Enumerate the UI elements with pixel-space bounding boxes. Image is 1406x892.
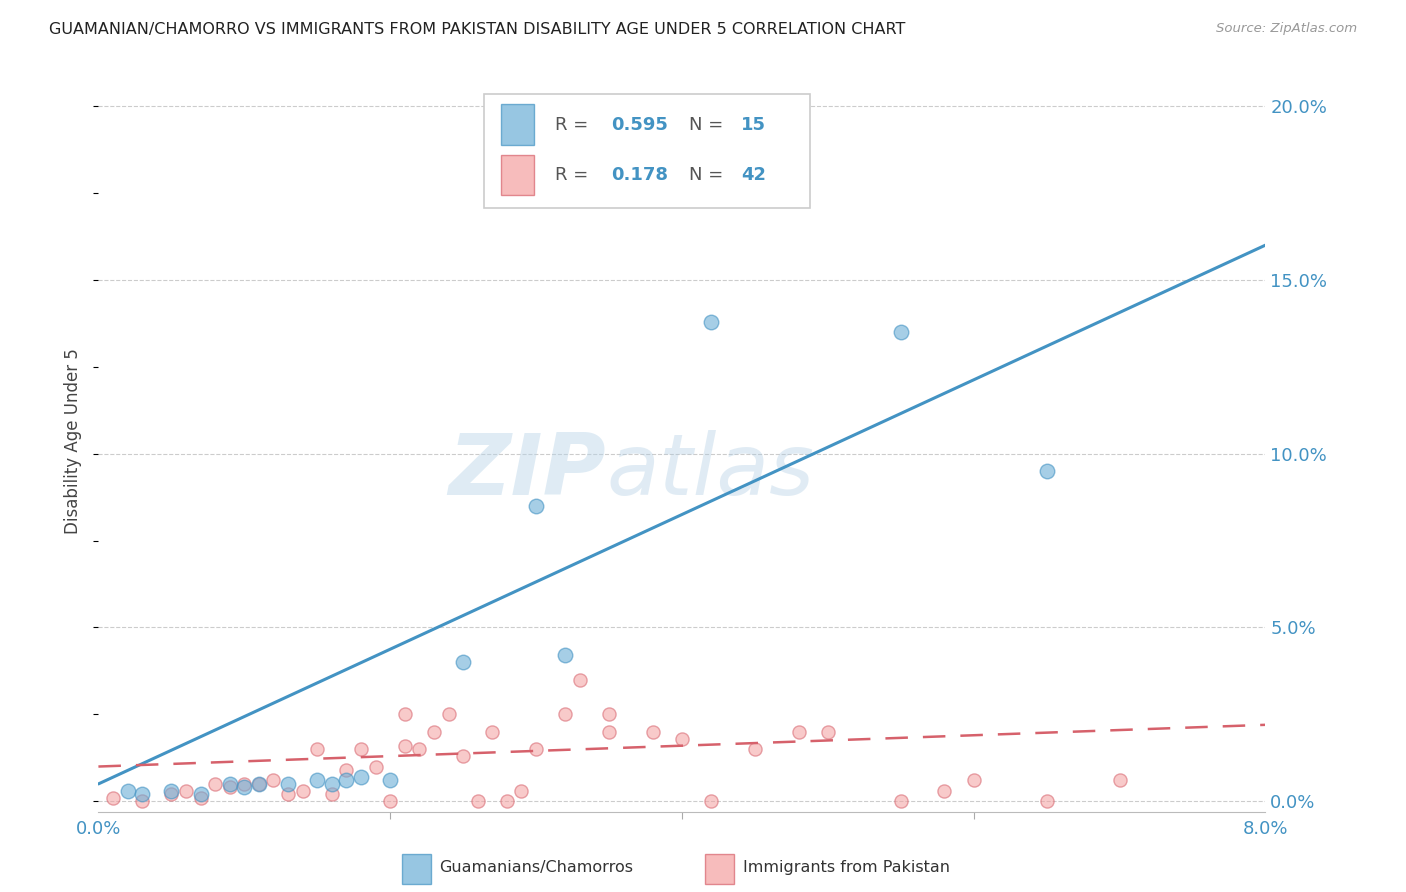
Text: GUAMANIAN/CHAMORRO VS IMMIGRANTS FROM PAKISTAN DISABILITY AGE UNDER 5 CORRELATIO: GUAMANIAN/CHAMORRO VS IMMIGRANTS FROM PA… [49, 22, 905, 37]
Point [233, 777, 256, 791]
Text: 15: 15 [741, 116, 766, 134]
Point [247, 777, 270, 791]
Point [451, 749, 474, 764]
Point [394, 739, 416, 753]
FancyBboxPatch shape [484, 94, 810, 209]
Text: atlas: atlas [606, 430, 814, 513]
Point [524, 742, 547, 756]
Point [380, 773, 402, 788]
Text: R =: R = [555, 166, 593, 184]
Point [190, 788, 212, 802]
Point [131, 794, 153, 808]
Point [671, 731, 693, 746]
Point [481, 724, 503, 739]
Point [510, 784, 533, 798]
Point [554, 707, 576, 722]
Point [787, 724, 810, 739]
Text: R =: R = [555, 116, 593, 134]
Text: ZIP: ZIP [449, 430, 606, 513]
Point [321, 788, 343, 802]
FancyBboxPatch shape [402, 854, 432, 884]
Point [277, 777, 299, 791]
Point [890, 794, 912, 808]
Text: Immigrants from Pakistan: Immigrants from Pakistan [742, 860, 949, 875]
Text: Guamanians/Chamorros: Guamanians/Chamorros [439, 860, 633, 875]
Point [451, 655, 474, 669]
Text: N =: N = [689, 166, 728, 184]
FancyBboxPatch shape [501, 154, 534, 195]
Point [408, 742, 430, 756]
Point [1035, 464, 1057, 478]
FancyBboxPatch shape [501, 104, 534, 145]
Point [598, 724, 620, 739]
FancyBboxPatch shape [706, 854, 734, 884]
Point [174, 784, 197, 798]
Point [394, 707, 416, 722]
Point [568, 673, 591, 687]
Text: Source: ZipAtlas.com: Source: ZipAtlas.com [1216, 22, 1357, 36]
Text: N =: N = [689, 116, 728, 134]
Point [700, 794, 723, 808]
Text: 42: 42 [741, 166, 766, 184]
Point [335, 773, 357, 788]
Point [437, 707, 460, 722]
Point [321, 777, 343, 791]
Point [101, 790, 124, 805]
Point [524, 499, 547, 513]
Point [380, 794, 402, 808]
Point [962, 773, 984, 788]
Point [204, 777, 226, 791]
Point [554, 648, 576, 663]
Point [641, 724, 664, 739]
Point [350, 770, 373, 784]
Point [598, 707, 620, 722]
Y-axis label: Disability Age Under 5: Disability Age Under 5 [65, 349, 83, 534]
Point [131, 788, 153, 802]
Point [467, 794, 489, 808]
Point [350, 742, 373, 756]
Point [277, 788, 299, 802]
Point [117, 784, 139, 798]
Point [817, 724, 839, 739]
Point [700, 315, 723, 329]
Point [262, 773, 284, 788]
Point [1035, 794, 1057, 808]
Point [307, 773, 329, 788]
Point [247, 777, 270, 791]
Point [160, 788, 183, 802]
Point [1108, 773, 1130, 788]
Point [160, 784, 183, 798]
Point [190, 790, 212, 805]
Point [890, 325, 912, 339]
Point [364, 759, 387, 773]
Point [934, 784, 956, 798]
Point [233, 780, 256, 795]
Point [335, 763, 357, 777]
Text: 0.178: 0.178 [610, 166, 668, 184]
Point [218, 777, 240, 791]
Point [307, 742, 329, 756]
Point [218, 780, 240, 795]
Point [291, 784, 314, 798]
Text: 0.595: 0.595 [610, 116, 668, 134]
Point [744, 742, 766, 756]
Point [423, 724, 446, 739]
Point [496, 794, 519, 808]
